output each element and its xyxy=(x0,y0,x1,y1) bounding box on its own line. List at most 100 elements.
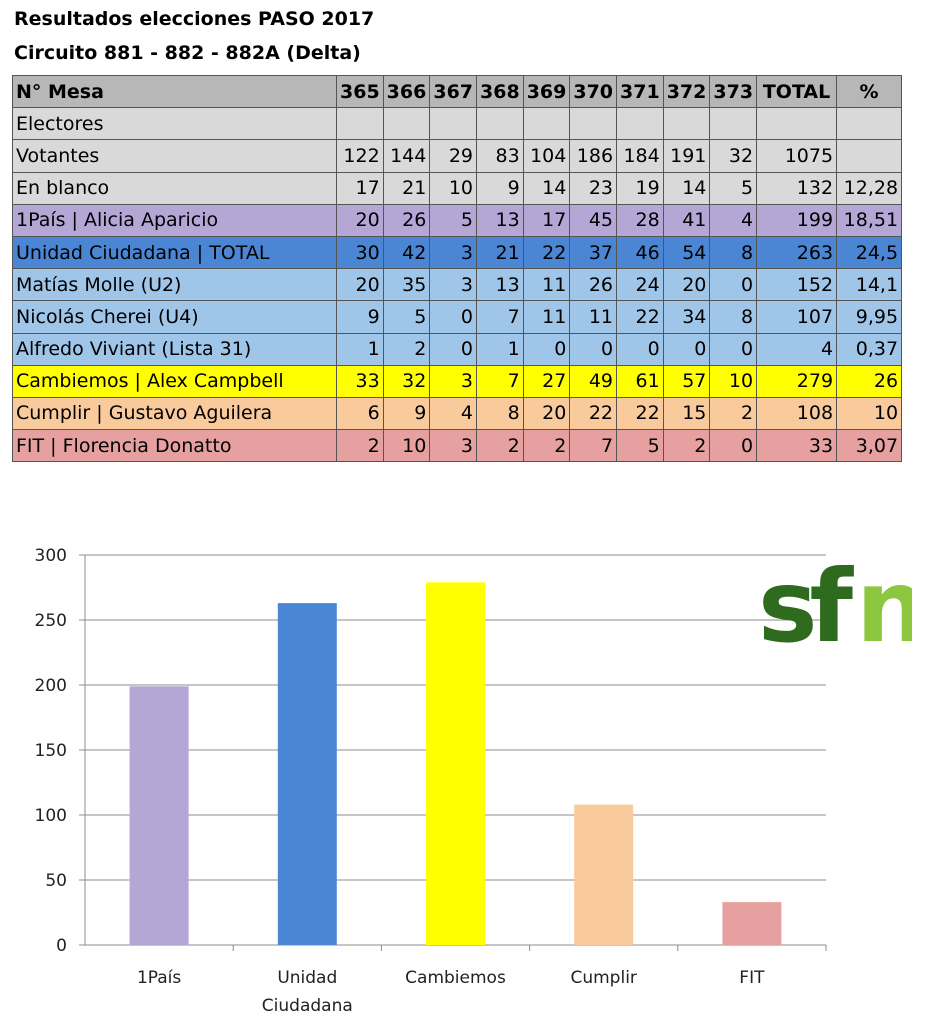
table-row: Electores xyxy=(12,107,903,141)
table-cell: 42 xyxy=(382,235,431,270)
table-cell: 29 xyxy=(429,139,478,173)
table-cell: 366 xyxy=(382,74,431,109)
table-cell: 4 xyxy=(709,203,758,237)
table-cell: 279 xyxy=(756,364,838,398)
table-row: Votantes 122 144 29 83 104 186 184 191 32 1075 xyxy=(12,139,903,173)
table-cell: 27 xyxy=(522,364,571,398)
table-cell: 3 xyxy=(429,235,478,270)
table-cell: 37 xyxy=(569,235,618,270)
table-cell xyxy=(336,107,384,141)
table-cell: 34 xyxy=(662,300,711,334)
table-cell: 11 xyxy=(522,268,571,302)
table-cell: 108 xyxy=(756,396,838,431)
table-cell: 10 xyxy=(382,429,431,463)
table-cell: 20 xyxy=(336,203,384,237)
table-cell: 0 xyxy=(709,332,758,366)
table-cell: 20 xyxy=(662,268,711,302)
table-cell: 83 xyxy=(476,139,524,173)
table-cell xyxy=(756,107,838,141)
x-tick-label: Cambiemos xyxy=(405,968,506,988)
table-cell: 152 xyxy=(756,268,838,302)
table-cell: 0 xyxy=(709,268,758,302)
table-cell: 367 xyxy=(429,74,478,109)
table-cell: TOTAL xyxy=(756,74,838,109)
table-cell: 32 xyxy=(382,364,431,398)
table-cell: 1 xyxy=(476,332,524,366)
table-cell: 371 xyxy=(616,74,664,109)
table-cell: 15 xyxy=(662,396,711,431)
table-cell: 2 xyxy=(662,429,711,463)
y-tick-label: 50 xyxy=(45,871,67,891)
table-cell: 9 xyxy=(382,396,431,431)
table-cell: 3,07 xyxy=(836,429,903,463)
row-label: En blanco xyxy=(12,171,337,205)
table-row: Unidad Ciudadana | TOTAL 30 42 3 21 22 37 46 54 8… xyxy=(12,235,903,270)
table-cell: 22 xyxy=(569,396,618,431)
table-cell: 1075 xyxy=(756,139,838,173)
table-cell: 41 xyxy=(662,203,711,237)
table-cell: 26 xyxy=(836,364,903,398)
table-cell: 10 xyxy=(429,171,478,205)
table-cell: 0 xyxy=(429,300,478,334)
table-row: En blanco 17 21 10 9 14 23 19 14 5 132 12,28 xyxy=(12,171,903,205)
table-cell: 0 xyxy=(662,332,711,366)
x-tick-label: 1País xyxy=(137,968,181,988)
table-cell xyxy=(522,107,571,141)
table-cell xyxy=(476,107,524,141)
table-cell xyxy=(836,107,903,141)
y-tick-label: 0 xyxy=(56,936,67,956)
table-cell: 370 xyxy=(569,74,618,109)
y-tick-label: 100 xyxy=(35,806,67,826)
table-cell: 2 xyxy=(476,429,524,463)
table-cell: 45 xyxy=(569,203,618,237)
row-label: Alfredo Viviant (Lista 31) xyxy=(12,332,337,366)
row-label: Cambiemos | Alex Campbell xyxy=(12,364,337,398)
bar-chart: 0 50 100 150 200 250 300 1País Unidad Ciudadana Ca… xyxy=(35,546,827,1016)
table-cell: 33 xyxy=(336,364,384,398)
table-cell: 9 xyxy=(336,300,384,334)
table-cell: 14,1 xyxy=(836,268,903,302)
row-label: Unidad Ciudadana | TOTAL xyxy=(12,235,337,270)
logo-text-light: n xyxy=(856,548,912,655)
table-cell xyxy=(616,107,664,141)
table-cell: 61 xyxy=(616,364,664,398)
table-cell: 10 xyxy=(836,396,903,431)
table-cell: 57 xyxy=(662,364,711,398)
table-cell: 32 xyxy=(709,139,758,173)
table-cell: 23 xyxy=(569,171,618,205)
table-cell: 22 xyxy=(522,235,571,270)
table-cell: 372 xyxy=(662,74,711,109)
table-cell: 191 xyxy=(662,139,711,173)
table-cell: 0 xyxy=(429,332,478,366)
table-cell xyxy=(836,139,903,173)
table-cell: 8 xyxy=(709,235,758,270)
results-table: N° Mesa 365 366 367 368 369 370 371 372 373 TOTAL%… xyxy=(12,74,903,463)
table-cell: 5 xyxy=(709,171,758,205)
table-cell: 8 xyxy=(476,396,524,431)
bar xyxy=(129,686,189,945)
table-cell: 3 xyxy=(429,429,478,463)
table-cell: 13 xyxy=(476,203,524,237)
table-cell: 4 xyxy=(429,396,478,431)
table-cell: 7 xyxy=(569,429,618,463)
y-tick-label: 300 xyxy=(35,546,67,566)
table-cell: 2 xyxy=(522,429,571,463)
table-cell: 13 xyxy=(476,268,524,302)
table-cell: 12,28 xyxy=(836,171,903,205)
table-cell: 263 xyxy=(756,235,838,270)
table-cell: 11 xyxy=(522,300,571,334)
table-row: Cambiemos | Alex Campbell 33 32 3 7 27 49 61 57 1… xyxy=(12,364,903,398)
table-cell: 144 xyxy=(382,139,431,173)
table-cell: 26 xyxy=(569,268,618,302)
table-cell: 20 xyxy=(522,396,571,431)
table-cell: 18,51 xyxy=(836,203,903,237)
table-cell: 369 xyxy=(522,74,571,109)
table-cell: 7 xyxy=(476,300,524,334)
y-tick-label: 150 xyxy=(35,741,67,761)
table-cell: 14 xyxy=(662,171,711,205)
x-tick-label: Cumplir xyxy=(570,968,636,988)
table-cell: 9,95 xyxy=(836,300,903,334)
table-cell: 28 xyxy=(616,203,664,237)
table-cell: 17 xyxy=(336,171,384,205)
table-cell: 122 xyxy=(336,139,384,173)
